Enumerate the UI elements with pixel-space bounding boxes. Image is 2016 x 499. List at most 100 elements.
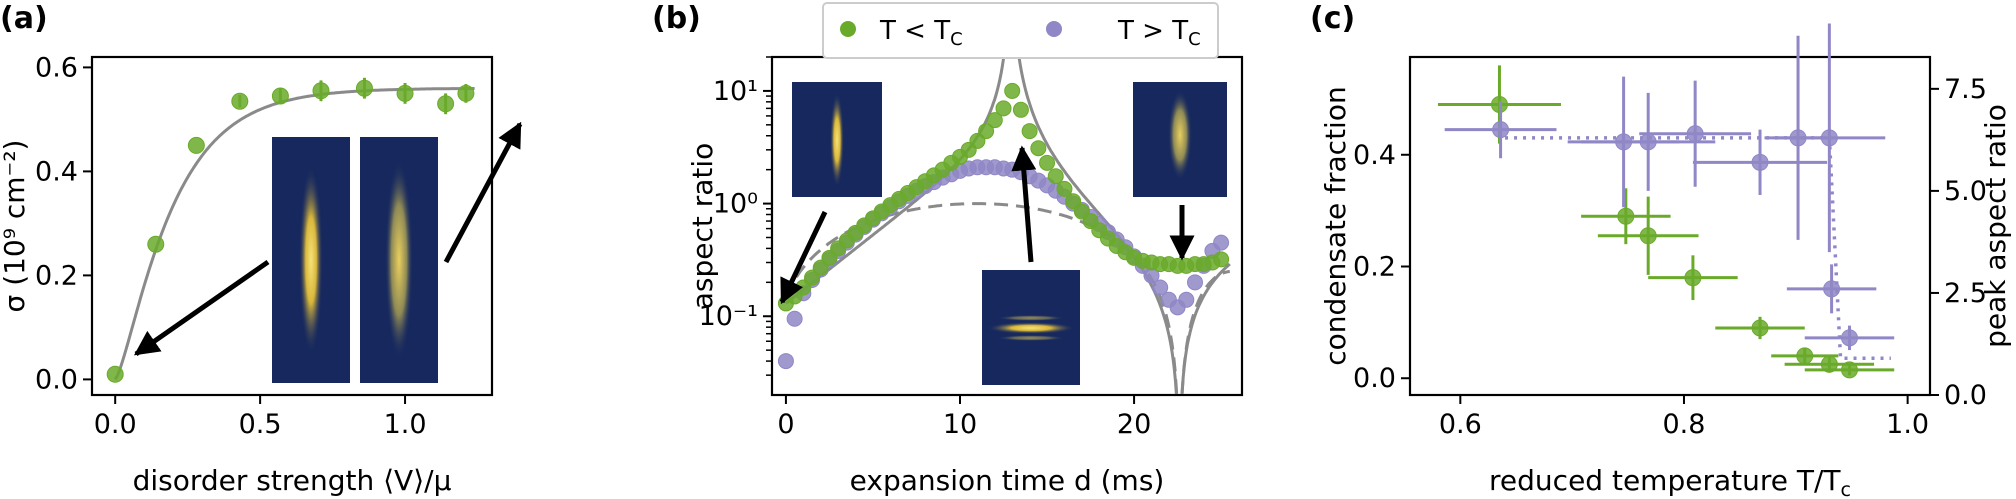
panel-b-theory-dashed: [784, 202, 1230, 394]
panel-b-y-tick-label: 10⁻¹: [699, 301, 758, 332]
panel-c-frame: [1408, 55, 1932, 397]
panel-c-y-ticks-right: 0.0 2.5 5.0 7.5: [1930, 74, 1987, 411]
panel-a-inset-1: [272, 137, 350, 383]
panel-a-inset-2: [360, 137, 438, 383]
panel-a-ylabel: σ (10⁹ cm⁻²): [0, 140, 31, 313]
panel-c-y-left-tick-label: 0.2: [1353, 252, 1396, 283]
panel-c-point-green: [1840, 361, 1858, 379]
panel-b-inset-center: [982, 270, 1080, 385]
panel-a-point: [231, 92, 249, 110]
panel-b-x-ticks: 0 10 20: [777, 395, 1151, 440]
panel-c-point-purple: [1639, 133, 1657, 151]
panel-a-point: [396, 84, 414, 102]
panel-c-point-green: [1796, 347, 1814, 365]
panel-a-xlabel: disorder strength ⟨V⟩/μ: [133, 464, 452, 497]
panel-b-ylabel: aspect ratio: [686, 143, 719, 310]
panel-b-point-green: [1012, 101, 1029, 118]
panel-b-point-purple: [777, 353, 794, 370]
panel-a-x-tick-label: 1.0: [384, 409, 427, 440]
panel-b-point-green: [1030, 140, 1047, 157]
panel-c-label: (c): [1310, 1, 1355, 36]
panel-c-point-purple: [1823, 280, 1841, 298]
panel-a-point: [457, 84, 475, 102]
panel-a-point: [355, 79, 373, 97]
panel-a-y-tick-label: 0.0: [35, 364, 78, 395]
panel-c-y-right-tick-label: 0.0: [1944, 380, 1987, 411]
panel-a-fit-curve: [113, 87, 475, 381]
panel-a-y-tick-label: 0.6: [35, 52, 78, 83]
panel-a-y-tick-label: 0.4: [35, 156, 78, 187]
panel-b-point-green: [1056, 180, 1073, 197]
panel-b-point-green: [1004, 82, 1021, 99]
panel-b-x-tick-label: 20: [1117, 409, 1151, 440]
panel-b-point-green: [1065, 193, 1082, 210]
panel-b-arrow-left: [779, 210, 828, 305]
panel-a-arrow-left: [133, 259, 270, 357]
panel-a-point: [312, 82, 330, 100]
panel-c-point-purple: [1820, 129, 1838, 147]
panel-b-x-tick-label: 10: [943, 409, 977, 440]
panel-c-x-tick-label: 1.0: [1886, 409, 1929, 440]
panel-c-point-purple: [1686, 125, 1704, 143]
panel-b-xlabel: expansion time d (ms): [850, 464, 1165, 497]
panel-c-y-right-tick-label: 2.5: [1944, 278, 1987, 309]
panel-c-point-purple: [1840, 329, 1858, 347]
panel-b-inset-left: [792, 82, 882, 197]
panel-b-point-purple: [786, 310, 803, 327]
panel-a: (a) 0.0 0.5 1.0 0.0 0.2 0.4 0.6 disorder stre…: [0, 1, 523, 497]
panel-c-ylabel-left: condensate fraction: [1319, 86, 1352, 365]
panel-a-x-ticks: 0.0 0.5 1.0: [94, 395, 427, 440]
panel-b-y-ticks: 10⁻¹ 10⁰ 10¹: [699, 56, 772, 376]
panel-b-point-green: [1047, 168, 1064, 185]
panel-a-data-points: [106, 77, 475, 383]
panel-a-frame: [90, 55, 494, 397]
panel-b-point-green: [995, 100, 1012, 117]
panel-b: (b) 0 10 20 10⁻¹ 10⁰ 10¹: [652, 1, 1244, 497]
panel-c: (c) 0.6 0.8 1.0 0.0 0.2 0.4 0.0 2.5 5.0 7.5 red…: [1310, 1, 2012, 499]
panel-c-y-right-tick-label: 7.5: [1944, 74, 1987, 105]
panel-c-point-green: [1684, 269, 1702, 287]
panel-c-point-purple: [1751, 153, 1769, 171]
panel-c-dotted-step: [1505, 136, 1891, 361]
panel-a-point: [271, 87, 289, 105]
panel-b-point-purple: [1187, 274, 1203, 291]
panel-a-y-tick-label: 0.2: [35, 260, 78, 291]
panel-c-ylabel-right: peak aspect ratio: [1979, 104, 2012, 348]
panel-b-point-purple: [1178, 291, 1195, 308]
panel-c-xlabel: reduced temperature T/Tc: [1489, 464, 1851, 499]
panel-b-arrow-center: [1011, 145, 1037, 263]
panel-b-point-green: [986, 112, 1003, 129]
panel-c-x-ticks: 0.6 0.8 1.0: [1439, 395, 1929, 440]
legend-marker-purple: [1046, 21, 1062, 37]
panel-a-x-tick-label: 0.0: [94, 409, 137, 440]
panel-a-label: (a): [0, 1, 48, 36]
panel-a-point: [147, 235, 165, 253]
panel-a-point: [437, 95, 455, 113]
legend-label-purple: T > TC: [1117, 16, 1201, 50]
panel-c-point-purple: [1492, 121, 1510, 139]
panel-b-point-purple: [1213, 234, 1230, 251]
panel-b-inset-right: [1133, 82, 1227, 197]
panel-b-point-green: [1213, 251, 1230, 268]
panel-c-point-green: [1617, 207, 1635, 225]
panel-b-x-tick-label: 0: [777, 409, 794, 440]
panel-c-data-points: [1437, 23, 1895, 379]
panel-c-point-green: [1751, 319, 1769, 337]
panel-a-point: [106, 365, 124, 383]
panel-b-theory-solid: [784, 58, 1231, 394]
panel-a-point: [187, 136, 205, 154]
panel-b-y-tick-label: 10¹: [713, 76, 758, 107]
panel-c-y-right-tick-label: 5.0: [1944, 176, 1987, 207]
panel-a-y-ticks: 0.0 0.2 0.4 0.6: [35, 52, 92, 395]
panel-b-point-green: [978, 123, 995, 140]
panel-c-x-tick-label: 0.6: [1439, 409, 1482, 440]
panel-c-point-green: [1820, 355, 1838, 373]
panel-c-y-ticks-left: 0.0 0.2 0.4: [1353, 140, 1410, 394]
legend-label-green: T < TC: [879, 16, 963, 50]
panel-a-arrow-right: [443, 121, 523, 264]
panel-c-y-left-tick-label: 0.0: [1353, 363, 1396, 394]
panel-a-x-tick-label: 0.5: [239, 409, 282, 440]
panel-c-y-left-tick-label: 0.4: [1353, 140, 1396, 171]
panel-c-point-green: [1639, 227, 1657, 245]
